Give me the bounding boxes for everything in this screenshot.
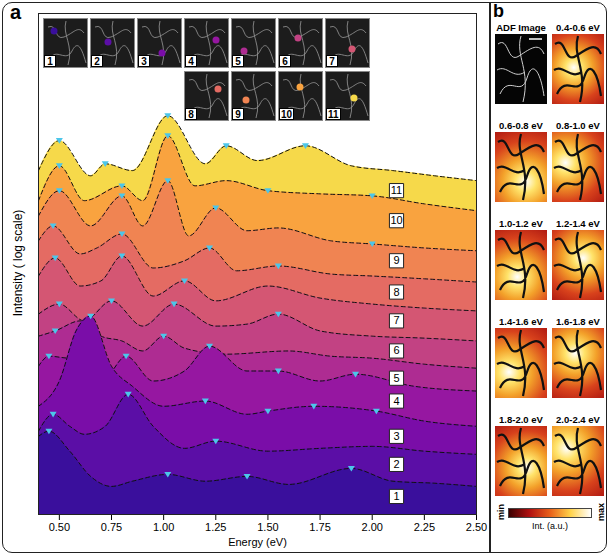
html-text:min: min xyxy=(496,504,506,520)
html-text:10: 10 xyxy=(281,109,293,120)
html-text:2.0-2.4 eV: 2.0-2.4 eV xyxy=(556,414,600,425)
html-text:ADF Image: ADF Image xyxy=(496,22,546,33)
html-text:Intensity ( log scale): Intensity ( log scale) xyxy=(11,209,25,317)
html-text:a: a xyxy=(10,1,22,23)
svg-text:6: 6 xyxy=(393,344,399,356)
html-text:1.6-1.8 eV: 1.6-1.8 eV xyxy=(556,316,600,327)
svg-text:10: 10 xyxy=(390,214,402,226)
html-text:Int. (a.u.): Int. (a.u.) xyxy=(532,521,568,531)
html-text:0.6-0.8 eV: 0.6-0.8 eV xyxy=(499,120,543,131)
html-text:0.4-0.6 eV: 0.4-0.6 eV xyxy=(556,22,600,33)
svg-text:2.00: 2.00 xyxy=(362,521,383,533)
html-text:4: 4 xyxy=(188,56,194,67)
html-text:9: 9 xyxy=(235,109,241,120)
svg-text:0.75: 0.75 xyxy=(101,521,122,533)
html-text:1.0-1.2 eV: 1.0-1.2 eV xyxy=(499,218,543,229)
svg-text:1.75: 1.75 xyxy=(309,521,330,533)
html-text:1.2-1.4 eV: 1.2-1.4 eV xyxy=(556,218,600,229)
html-text:0.8-1.0 eV: 0.8-1.0 eV xyxy=(556,120,600,131)
svg-text:11: 11 xyxy=(391,184,402,196)
html-text:6: 6 xyxy=(282,56,288,67)
html-text:1: 1 xyxy=(47,56,53,67)
html-text:8: 8 xyxy=(188,109,194,120)
html-text:11: 11 xyxy=(328,109,339,120)
svg-text:1.00: 1.00 xyxy=(153,521,174,533)
svg-text:2: 2 xyxy=(393,458,399,470)
svg-text:2.50: 2.50 xyxy=(466,521,487,533)
svg-text:1: 1 xyxy=(393,490,399,502)
html-text:1.4-1.6 eV: 1.4-1.6 eV xyxy=(499,316,543,327)
svg-text:2.25: 2.25 xyxy=(414,521,435,533)
html-text:3: 3 xyxy=(141,56,147,67)
svg-text:Energy (eV): Energy (eV) xyxy=(228,536,287,548)
svg-text:3: 3 xyxy=(393,430,399,442)
svg-text:0.50: 0.50 xyxy=(49,521,70,533)
html-text:1.8-2.0 eV: 1.8-2.0 eV xyxy=(499,414,543,425)
html-text:b: b xyxy=(493,1,504,21)
svg-text:8: 8 xyxy=(393,286,399,298)
html-text:2: 2 xyxy=(94,56,100,67)
svg-text:1.25: 1.25 xyxy=(205,521,226,533)
html-text:7: 7 xyxy=(329,56,335,67)
svg-text:1.50: 1.50 xyxy=(257,521,278,533)
svg-text:7: 7 xyxy=(393,314,399,326)
svg-text:5: 5 xyxy=(393,372,399,384)
svg-text:9: 9 xyxy=(393,254,399,266)
html-text:5: 5 xyxy=(235,56,241,67)
svg-text:4: 4 xyxy=(393,395,399,407)
html-text:max: max xyxy=(596,503,606,521)
